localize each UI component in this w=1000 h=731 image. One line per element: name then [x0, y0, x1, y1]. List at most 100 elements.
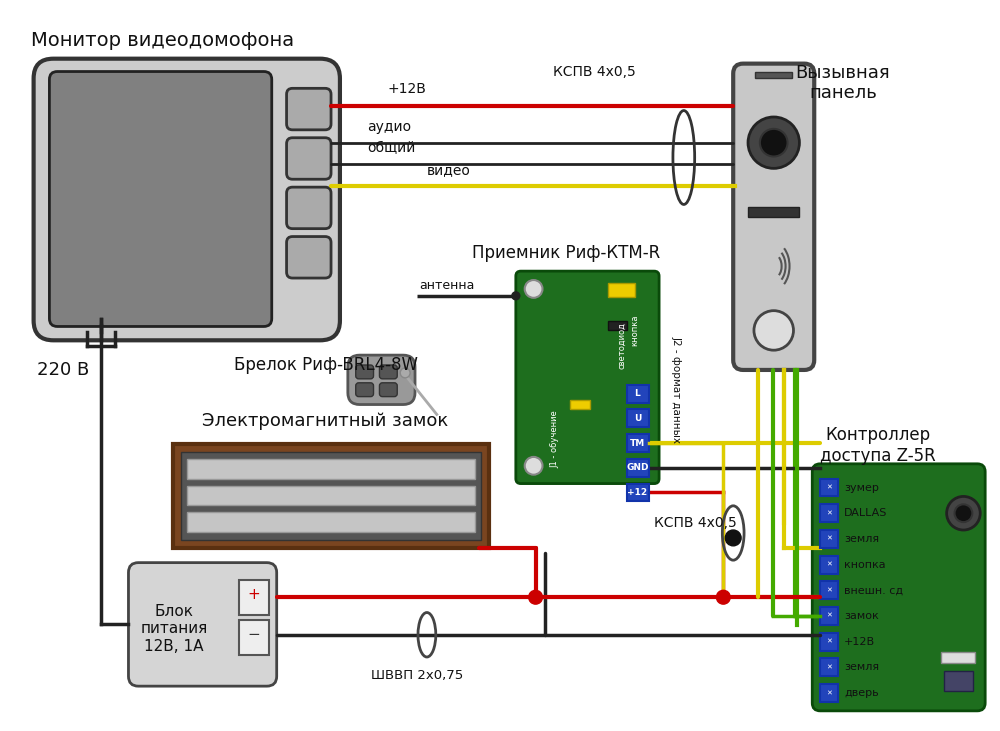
Text: внешн. сд: внешн. сд — [844, 586, 903, 595]
Circle shape — [716, 591, 730, 604]
FancyBboxPatch shape — [733, 64, 814, 370]
Bar — [187, 485, 475, 505]
Bar — [820, 684, 838, 702]
Circle shape — [725, 530, 741, 546]
Bar — [944, 671, 973, 691]
Text: DALLAS: DALLAS — [844, 508, 887, 518]
Text: GND: GND — [626, 463, 649, 472]
FancyBboxPatch shape — [287, 137, 331, 179]
Bar — [941, 651, 975, 664]
Text: ✕: ✕ — [826, 690, 832, 696]
Text: +12: +12 — [627, 488, 647, 497]
Text: Контроллер
доступа Z-5R: Контроллер доступа Z-5R — [820, 426, 936, 465]
Text: Электромагнитный замок: Электромагнитный замок — [202, 412, 448, 431]
Text: аудио: аудио — [368, 120, 412, 134]
Text: антенна: антенна — [419, 279, 474, 292]
Text: +12В: +12В — [387, 82, 426, 96]
Text: Вызывная
панель: Вызывная панель — [796, 64, 890, 102]
Text: U: U — [634, 414, 641, 423]
Text: ✕: ✕ — [826, 587, 832, 594]
Text: Брелок Риф-BRL4-8W: Брелок Риф-BRL4-8W — [234, 356, 418, 374]
Text: J1 - обучение: J1 - обучение — [551, 410, 560, 468]
Text: видео: видео — [427, 163, 471, 177]
Circle shape — [754, 311, 793, 350]
Bar — [239, 620, 269, 654]
Text: общий: общий — [368, 142, 416, 156]
Text: ✕: ✕ — [826, 664, 832, 670]
Bar — [187, 512, 475, 532]
Bar — [627, 385, 649, 403]
Text: 220 В: 220 В — [37, 361, 89, 379]
FancyBboxPatch shape — [379, 365, 397, 379]
Bar — [820, 530, 838, 548]
FancyBboxPatch shape — [128, 563, 277, 686]
Text: замок: замок — [844, 611, 879, 621]
Text: земля: земля — [844, 662, 879, 673]
Bar — [187, 459, 475, 479]
Circle shape — [947, 496, 980, 530]
Bar — [627, 459, 649, 477]
FancyBboxPatch shape — [356, 365, 374, 379]
FancyBboxPatch shape — [34, 58, 340, 341]
Text: КСПВ 4х0,5: КСПВ 4х0,5 — [654, 516, 737, 530]
Bar — [627, 409, 649, 427]
Circle shape — [529, 591, 542, 604]
Text: светодиод: светодиод — [617, 322, 626, 368]
Text: +: + — [248, 587, 260, 602]
FancyBboxPatch shape — [287, 88, 331, 130]
Circle shape — [760, 129, 788, 156]
Text: земля: земля — [844, 534, 879, 544]
Circle shape — [512, 292, 520, 300]
FancyBboxPatch shape — [287, 187, 331, 229]
Bar — [820, 659, 838, 676]
Text: ✕: ✕ — [826, 613, 832, 619]
Text: ✕: ✕ — [826, 510, 832, 516]
FancyBboxPatch shape — [49, 72, 272, 327]
Text: кнопка: кнопка — [844, 560, 886, 569]
Bar — [173, 444, 489, 548]
Text: ✕: ✕ — [826, 561, 832, 567]
Circle shape — [525, 457, 542, 474]
Text: −: − — [248, 627, 260, 643]
Text: дверь: дверь — [844, 688, 879, 698]
Text: Монитор видеодомофона: Монитор видеодомофона — [31, 31, 294, 50]
Bar — [627, 434, 649, 452]
Bar — [570, 400, 590, 409]
FancyBboxPatch shape — [348, 355, 415, 404]
FancyBboxPatch shape — [287, 237, 331, 278]
Text: TM: TM — [630, 439, 645, 447]
FancyBboxPatch shape — [516, 271, 659, 484]
Circle shape — [955, 504, 972, 522]
Bar — [627, 484, 649, 501]
Text: кнопка: кнопка — [630, 314, 639, 346]
Bar — [748, 207, 799, 217]
FancyBboxPatch shape — [356, 383, 374, 397]
Bar — [820, 607, 838, 625]
FancyBboxPatch shape — [812, 463, 985, 711]
Text: КСПВ 4х0,5: КСПВ 4х0,5 — [553, 64, 636, 78]
Text: зумер: зумер — [844, 482, 879, 493]
Text: L: L — [634, 389, 640, 398]
Bar — [239, 580, 269, 615]
Text: ✕: ✕ — [826, 639, 832, 645]
Bar — [820, 479, 838, 496]
FancyBboxPatch shape — [379, 383, 397, 397]
Bar — [181, 452, 481, 540]
Bar — [820, 556, 838, 574]
Bar — [820, 633, 838, 651]
Text: J2 - формат данных: J2 - формат данных — [672, 336, 682, 443]
Circle shape — [748, 117, 799, 168]
Text: Приемник Риф-КТМ-R: Приемник Риф-КТМ-R — [472, 244, 660, 262]
Text: ШВВП 2х0,75: ШВВП 2х0,75 — [371, 670, 463, 682]
Bar — [820, 581, 838, 599]
Circle shape — [525, 280, 542, 298]
Text: Блок
питания
12В, 1А: Блок питания 12В, 1А — [140, 604, 208, 654]
Bar — [820, 504, 838, 522]
Circle shape — [400, 368, 410, 378]
Bar — [755, 72, 792, 78]
Bar — [608, 320, 627, 330]
Text: ✕: ✕ — [826, 536, 832, 542]
Text: +12В: +12В — [844, 637, 875, 647]
Text: ✕: ✕ — [826, 485, 832, 491]
Bar — [608, 283, 635, 297]
